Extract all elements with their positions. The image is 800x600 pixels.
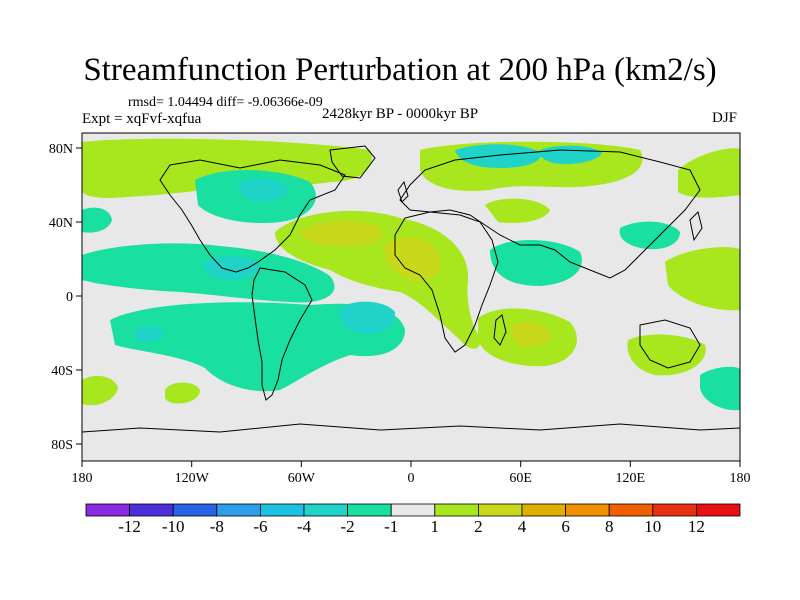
colorbar-label-0: -12 <box>118 517 141 536</box>
colorbar-swatch-12 <box>609 504 653 516</box>
lat-label-40n: 40N <box>49 216 73 231</box>
colorbar-swatch-14 <box>696 504 740 516</box>
colorbar-swatch-3 <box>217 504 261 516</box>
latitude-axis: 80N 40N 0 40S 80S <box>49 142 82 453</box>
colorbar-label-8: 2 <box>474 517 483 536</box>
lon-label-60e: 60E <box>509 471 532 486</box>
colorbar-label-6: -1 <box>384 517 398 536</box>
colorbar-swatch-11 <box>566 504 610 516</box>
colorbar-label-12: 10 <box>644 517 661 536</box>
colorbar-swatch-9 <box>478 504 522 516</box>
colorbar-swatch-1 <box>130 504 174 516</box>
lat-label-0: 0 <box>66 290 73 305</box>
colorbar-swatch-5 <box>304 504 348 516</box>
colorbar-swatch-6 <box>348 504 392 516</box>
colorbar-swatch-2 <box>173 504 217 516</box>
colorbar-swatch-4 <box>260 504 304 516</box>
map-field <box>82 133 740 461</box>
lat-label-40s: 40S <box>51 364 73 379</box>
lon-label-0: 0 <box>408 471 415 486</box>
colorbar-label-1: -10 <box>162 517 185 536</box>
colorbar-swatch-13 <box>653 504 697 516</box>
colorbar-swatch-7 <box>391 504 435 516</box>
lon-label-180e: 180 <box>730 471 751 486</box>
colorbar-label-10: 6 <box>561 517 570 536</box>
colorbar-swatch-10 <box>522 504 566 516</box>
colorbar: -12 -10 -8 -6 -4 -2 -1 1 2 4 6 8 10 12 <box>86 504 740 536</box>
lon-label-120w: 120W <box>175 471 210 486</box>
colorbar-label-4: -4 <box>297 517 312 536</box>
lon-label-180w: 180 <box>72 471 93 486</box>
lat-label-80n: 80N <box>49 142 73 157</box>
map-figure: 80N 40N 0 40S 80S 180 120W 60W 0 60E 120… <box>0 0 800 600</box>
colorbar-label-9: 4 <box>518 517 527 536</box>
lon-label-60w: 60W <box>288 471 316 486</box>
colorbar-swatch-8 <box>435 504 479 516</box>
lon-label-120e: 120E <box>616 471 646 486</box>
colorbar-label-5: -2 <box>341 517 355 536</box>
colorbar-label-2: -8 <box>210 517 224 536</box>
longitude-axis: 180 120W 60W 0 60E 120E 180 <box>72 461 751 486</box>
lat-label-80s: 80S <box>51 438 73 453</box>
colorbar-label-3: -6 <box>253 517 267 536</box>
colorbar-label-13: 12 <box>688 517 705 536</box>
colorbar-swatch-0 <box>86 504 130 516</box>
colorbar-label-7: 1 <box>431 517 440 536</box>
colorbar-label-11: 8 <box>605 517 614 536</box>
